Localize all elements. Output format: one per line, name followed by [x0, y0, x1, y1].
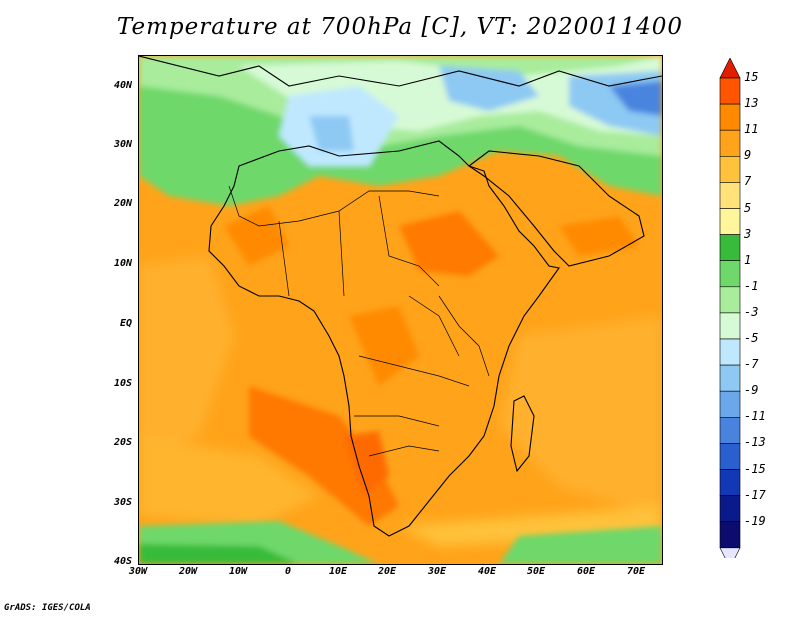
lon-label: 40E	[477, 566, 497, 577]
lon-label: 70E	[626, 566, 646, 577]
colorbar-segment	[719, 286, 741, 314]
lat-label: 10N	[113, 258, 132, 269]
colorbar-tick-label: -11	[744, 409, 766, 424]
chart-title: Temperature at 700hPa [C], VT: 202001140…	[116, 14, 684, 40]
map-panel	[138, 55, 663, 565]
colorbar-tick-label: 3	[744, 226, 752, 241]
colorbar-segment	[719, 521, 741, 549]
colorbar-segment	[719, 182, 741, 209]
lat-label: 30N	[113, 139, 132, 150]
colorbar-segment	[719, 364, 741, 392]
colorbar-segment	[719, 338, 741, 366]
lon-label: 10E	[328, 566, 348, 577]
colorbar-tick-label: 1	[744, 252, 752, 267]
colorbar-tick-label: -15	[744, 461, 766, 476]
colorbar-segment	[719, 443, 741, 470]
southern-cool-band	[139, 521, 662, 564]
lat-label: 40N	[113, 80, 132, 91]
colorbar-tick-label: -3	[744, 304, 759, 319]
colorbar-segment	[719, 156, 741, 183]
lon-label: 0	[284, 566, 292, 577]
lon-label: 30E	[427, 566, 447, 577]
northern-cold-region	[139, 56, 662, 206]
colorbar-segment	[719, 129, 741, 157]
coastlines	[139, 56, 662, 537]
colorbar-tick-label: 7	[744, 174, 752, 189]
colorbar-tick-label: -17	[744, 487, 766, 502]
colorbar-segment	[719, 234, 741, 262]
colorbar-tick-label: 9	[744, 148, 752, 163]
colorbar-segment	[719, 390, 741, 418]
lon-label: 30W	[128, 566, 148, 577]
lon-label: 10W	[228, 566, 248, 577]
colorbar-segment	[719, 312, 741, 340]
colorbar-segment	[719, 416, 741, 444]
lon-label: 20E	[377, 566, 397, 577]
colorbar-tick-label: 15	[744, 70, 759, 84]
colorbar-tick-label: -5	[744, 331, 759, 345]
credit: GrADS: IGES/COLA	[4, 603, 91, 613]
colorbar-tick-label: -1	[744, 278, 759, 293]
colorbar-top-triangle	[719, 58, 741, 79]
lat-label: 10S	[113, 378, 132, 389]
colorbar-tick-label: 11	[744, 122, 759, 137]
lat-label: 30S	[113, 497, 132, 508]
colorbar-segment	[719, 260, 741, 288]
country-borders	[228, 185, 490, 457]
colorbar-tick-label: -7	[744, 357, 759, 372]
temperature-field	[139, 56, 662, 564]
colorbar-segment	[719, 495, 741, 523]
lat-label: EQ	[119, 318, 132, 329]
lon-label: 50E	[526, 566, 546, 577]
lon-label: 60E	[576, 566, 596, 577]
lat-label: 20S	[113, 437, 132, 448]
colorbar-segment	[719, 77, 741, 105]
colorbar-tick-label: -13	[744, 435, 766, 450]
lat-label: 40S	[113, 556, 132, 567]
colorbar-tick-label: 13	[744, 96, 759, 111]
colorbar-tick-label: -9	[744, 383, 759, 398]
colorbar-tick-label: 5	[744, 200, 752, 215]
lon-label: 20W	[178, 566, 198, 577]
colorbar-segment	[719, 103, 741, 131]
colorbar-segment	[719, 469, 741, 496]
warm-cores	[224, 206, 639, 526]
colorbar-segment	[719, 208, 741, 235]
colorbar-bottom-triangle	[719, 547, 741, 558]
colorbar	[719, 58, 741, 558]
lat-label: 20N	[113, 198, 132, 209]
colorbar-tick-label: -19	[744, 513, 766, 528]
